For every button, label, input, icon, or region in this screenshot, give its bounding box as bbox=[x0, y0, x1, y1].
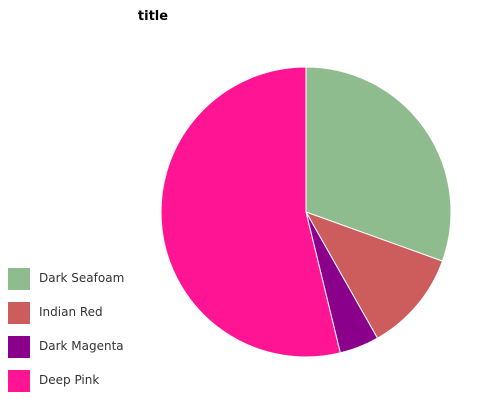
legend-item-dark-seafoam: Dark Seafoam bbox=[8, 268, 148, 290]
legend-label-deep-pink: Deep Pink bbox=[39, 373, 100, 387]
pie-slice-dark-seafoam bbox=[305, 66, 452, 262]
legend-item-indian-red: Indian Red bbox=[8, 302, 148, 324]
pie-slices bbox=[160, 66, 452, 358]
chart-title: title bbox=[137, 9, 169, 24]
legend-label-dark-seafoam: Dark Seafoam bbox=[39, 271, 125, 285]
legend-label-indian-red: Indian Red bbox=[39, 305, 103, 319]
legend-swatch-dark-magenta bbox=[8, 336, 30, 358]
legend-swatch-dark-seafoam bbox=[8, 268, 30, 290]
pie-slice-indian-red bbox=[304, 211, 444, 339]
legend-item-dark-magenta: Dark Magenta bbox=[8, 336, 148, 358]
legend-swatch-indian-red bbox=[8, 302, 30, 324]
pie-slice-deep-pink bbox=[160, 66, 341, 358]
legend-item-deep-pink: Deep Pink bbox=[8, 370, 148, 392]
legend-swatch-deep-pink bbox=[8, 370, 30, 392]
legend-label-dark-magenta: Dark Magenta bbox=[39, 339, 124, 353]
legend: Dark Seafoam Indian Red Dark Magenta Dee… bbox=[8, 268, 148, 404]
